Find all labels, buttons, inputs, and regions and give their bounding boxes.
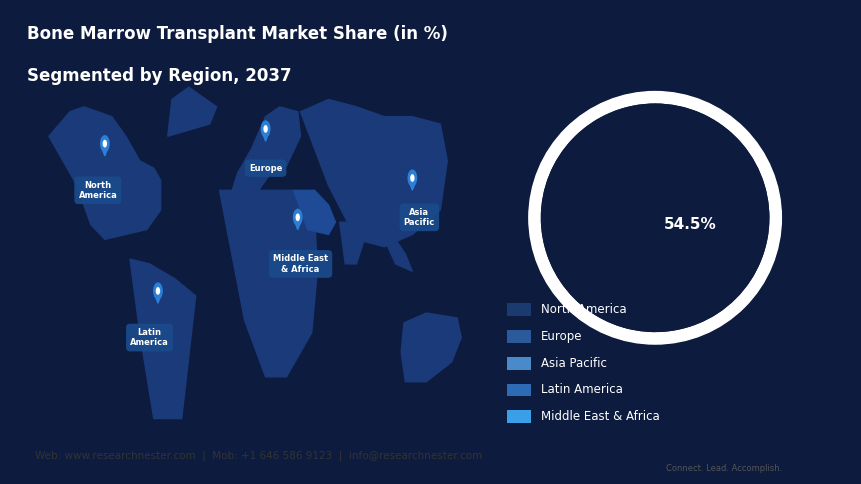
FancyBboxPatch shape	[611, 436, 693, 477]
Text: Web: www.researchnester.com  |  Mob: +1 646 586 9123  |  info@researchnester.com: Web: www.researchnester.com | Mob: +1 64…	[35, 451, 481, 461]
Text: Middle East & Africa: Middle East & Africa	[541, 410, 660, 423]
Text: Connect. Lead. Accomplish.: Connect. Lead. Accomplish.	[666, 464, 781, 473]
Polygon shape	[102, 148, 108, 156]
Polygon shape	[263, 133, 269, 141]
Bar	[506, 383, 530, 396]
Wedge shape	[623, 104, 768, 332]
Circle shape	[102, 140, 107, 148]
Polygon shape	[168, 87, 216, 136]
Text: Bone Marrow Transplant Market Share (in %): Bone Marrow Transplant Market Share (in …	[27, 25, 447, 44]
Bar	[506, 330, 530, 343]
Circle shape	[260, 121, 270, 137]
Bar	[506, 303, 530, 316]
Text: Research Nester: Research Nester	[666, 438, 781, 451]
Circle shape	[407, 169, 417, 187]
Polygon shape	[155, 295, 161, 303]
Circle shape	[295, 213, 300, 221]
Text: Segmented by Region, 2037: Segmented by Region, 2037	[27, 66, 291, 85]
Polygon shape	[300, 99, 447, 247]
Text: North
America: North America	[78, 181, 117, 200]
Polygon shape	[130, 259, 195, 419]
Text: Europe: Europe	[249, 164, 282, 173]
Circle shape	[263, 125, 268, 133]
Text: Asia Pacific: Asia Pacific	[541, 357, 606, 370]
Wedge shape	[619, 104, 654, 218]
Text: Asia
Pacific: Asia Pacific	[403, 208, 435, 227]
Polygon shape	[409, 182, 415, 190]
Circle shape	[156, 287, 160, 295]
Polygon shape	[49, 107, 160, 240]
Polygon shape	[384, 240, 412, 271]
Text: Middle East
& Africa: Middle East & Africa	[273, 254, 328, 273]
Circle shape	[153, 282, 163, 300]
Text: Latin
America: Latin America	[130, 328, 169, 347]
Text: Latin America: Latin America	[541, 383, 623, 396]
Polygon shape	[426, 181, 434, 205]
Bar	[506, 357, 530, 370]
Polygon shape	[400, 313, 461, 382]
Text: North America: North America	[541, 303, 626, 316]
Wedge shape	[579, 110, 654, 218]
Polygon shape	[220, 190, 317, 377]
Polygon shape	[339, 222, 367, 264]
Polygon shape	[294, 190, 335, 234]
Text: 54.5%: 54.5%	[663, 217, 716, 232]
Circle shape	[410, 174, 414, 182]
Circle shape	[529, 91, 780, 344]
Bar	[506, 410, 530, 423]
Wedge shape	[542, 133, 654, 218]
Circle shape	[100, 135, 109, 152]
Circle shape	[293, 209, 302, 226]
Circle shape	[541, 104, 768, 332]
Polygon shape	[294, 222, 300, 229]
Text: Europe: Europe	[541, 330, 582, 343]
Polygon shape	[231, 107, 300, 195]
Wedge shape	[541, 207, 654, 327]
